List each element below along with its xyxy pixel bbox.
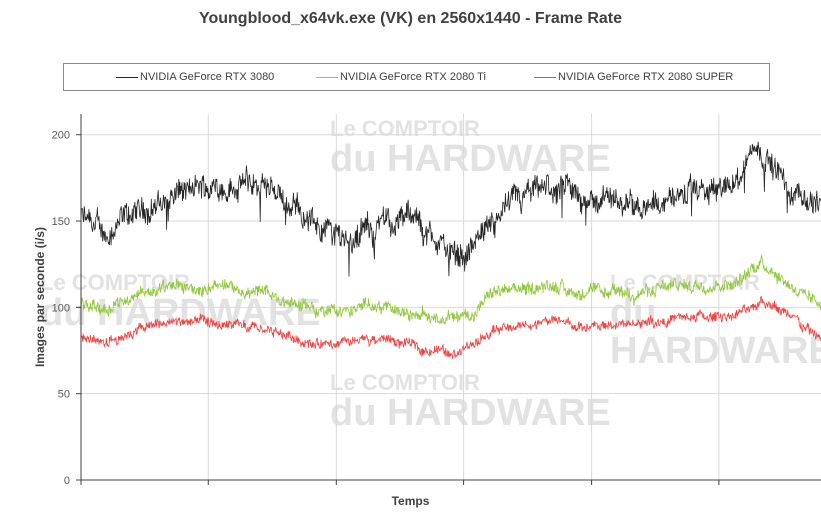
watermark: Le COMPTOIR du HARDWARE — [330, 370, 611, 434]
chart-title: Youngblood_x64vk.exe (VK) en 2560x1440 -… — [199, 10, 622, 27]
series-line-2 — [80, 295, 821, 359]
legend-item-rtx2080ti: NVIDIA GeForce RTX 2080 Ti — [316, 71, 486, 83]
y-tick-label: 100 — [52, 302, 70, 314]
legend-item-rtx2080super: NVIDIA GeForce RTX 2080 SUPER — [534, 71, 733, 83]
legend-swatch — [534, 76, 556, 78]
y-tick-label: 200 — [52, 130, 70, 142]
watermark: Le COMPTOIR du HARDWARE — [40, 270, 321, 334]
series-line-0 — [80, 141, 821, 277]
y-tick-label: 150 — [52, 216, 70, 228]
watermark: Le COMPTOIR du HARDWARE — [610, 270, 821, 372]
legend-item-rtx3080: NVIDIA GeForce RTX 3080 — [116, 71, 274, 83]
series-line-1 — [80, 254, 821, 325]
y-tick-label: 50 — [58, 389, 70, 401]
x-axis-label: Temps — [391, 494, 430, 508]
legend-label: NVIDIA GeForce RTX 2080 Ti — [340, 71, 486, 83]
y-axis-label: Images par seconde (i/s) — [33, 226, 47, 368]
legend-label: NVIDIA GeForce RTX 3080 — [140, 71, 275, 83]
legend-label: NVIDIA GeForce RTX 2080 SUPER — [558, 71, 734, 83]
watermark: Le COMPTOIR du HARDWARE — [330, 116, 611, 180]
legend-swatch — [116, 76, 138, 78]
legend-swatch — [316, 76, 338, 78]
legend: NVIDIA GeForce RTX 3080 NVIDIA GeForce R… — [63, 63, 770, 91]
y-tick-label: 0 — [64, 475, 70, 487]
